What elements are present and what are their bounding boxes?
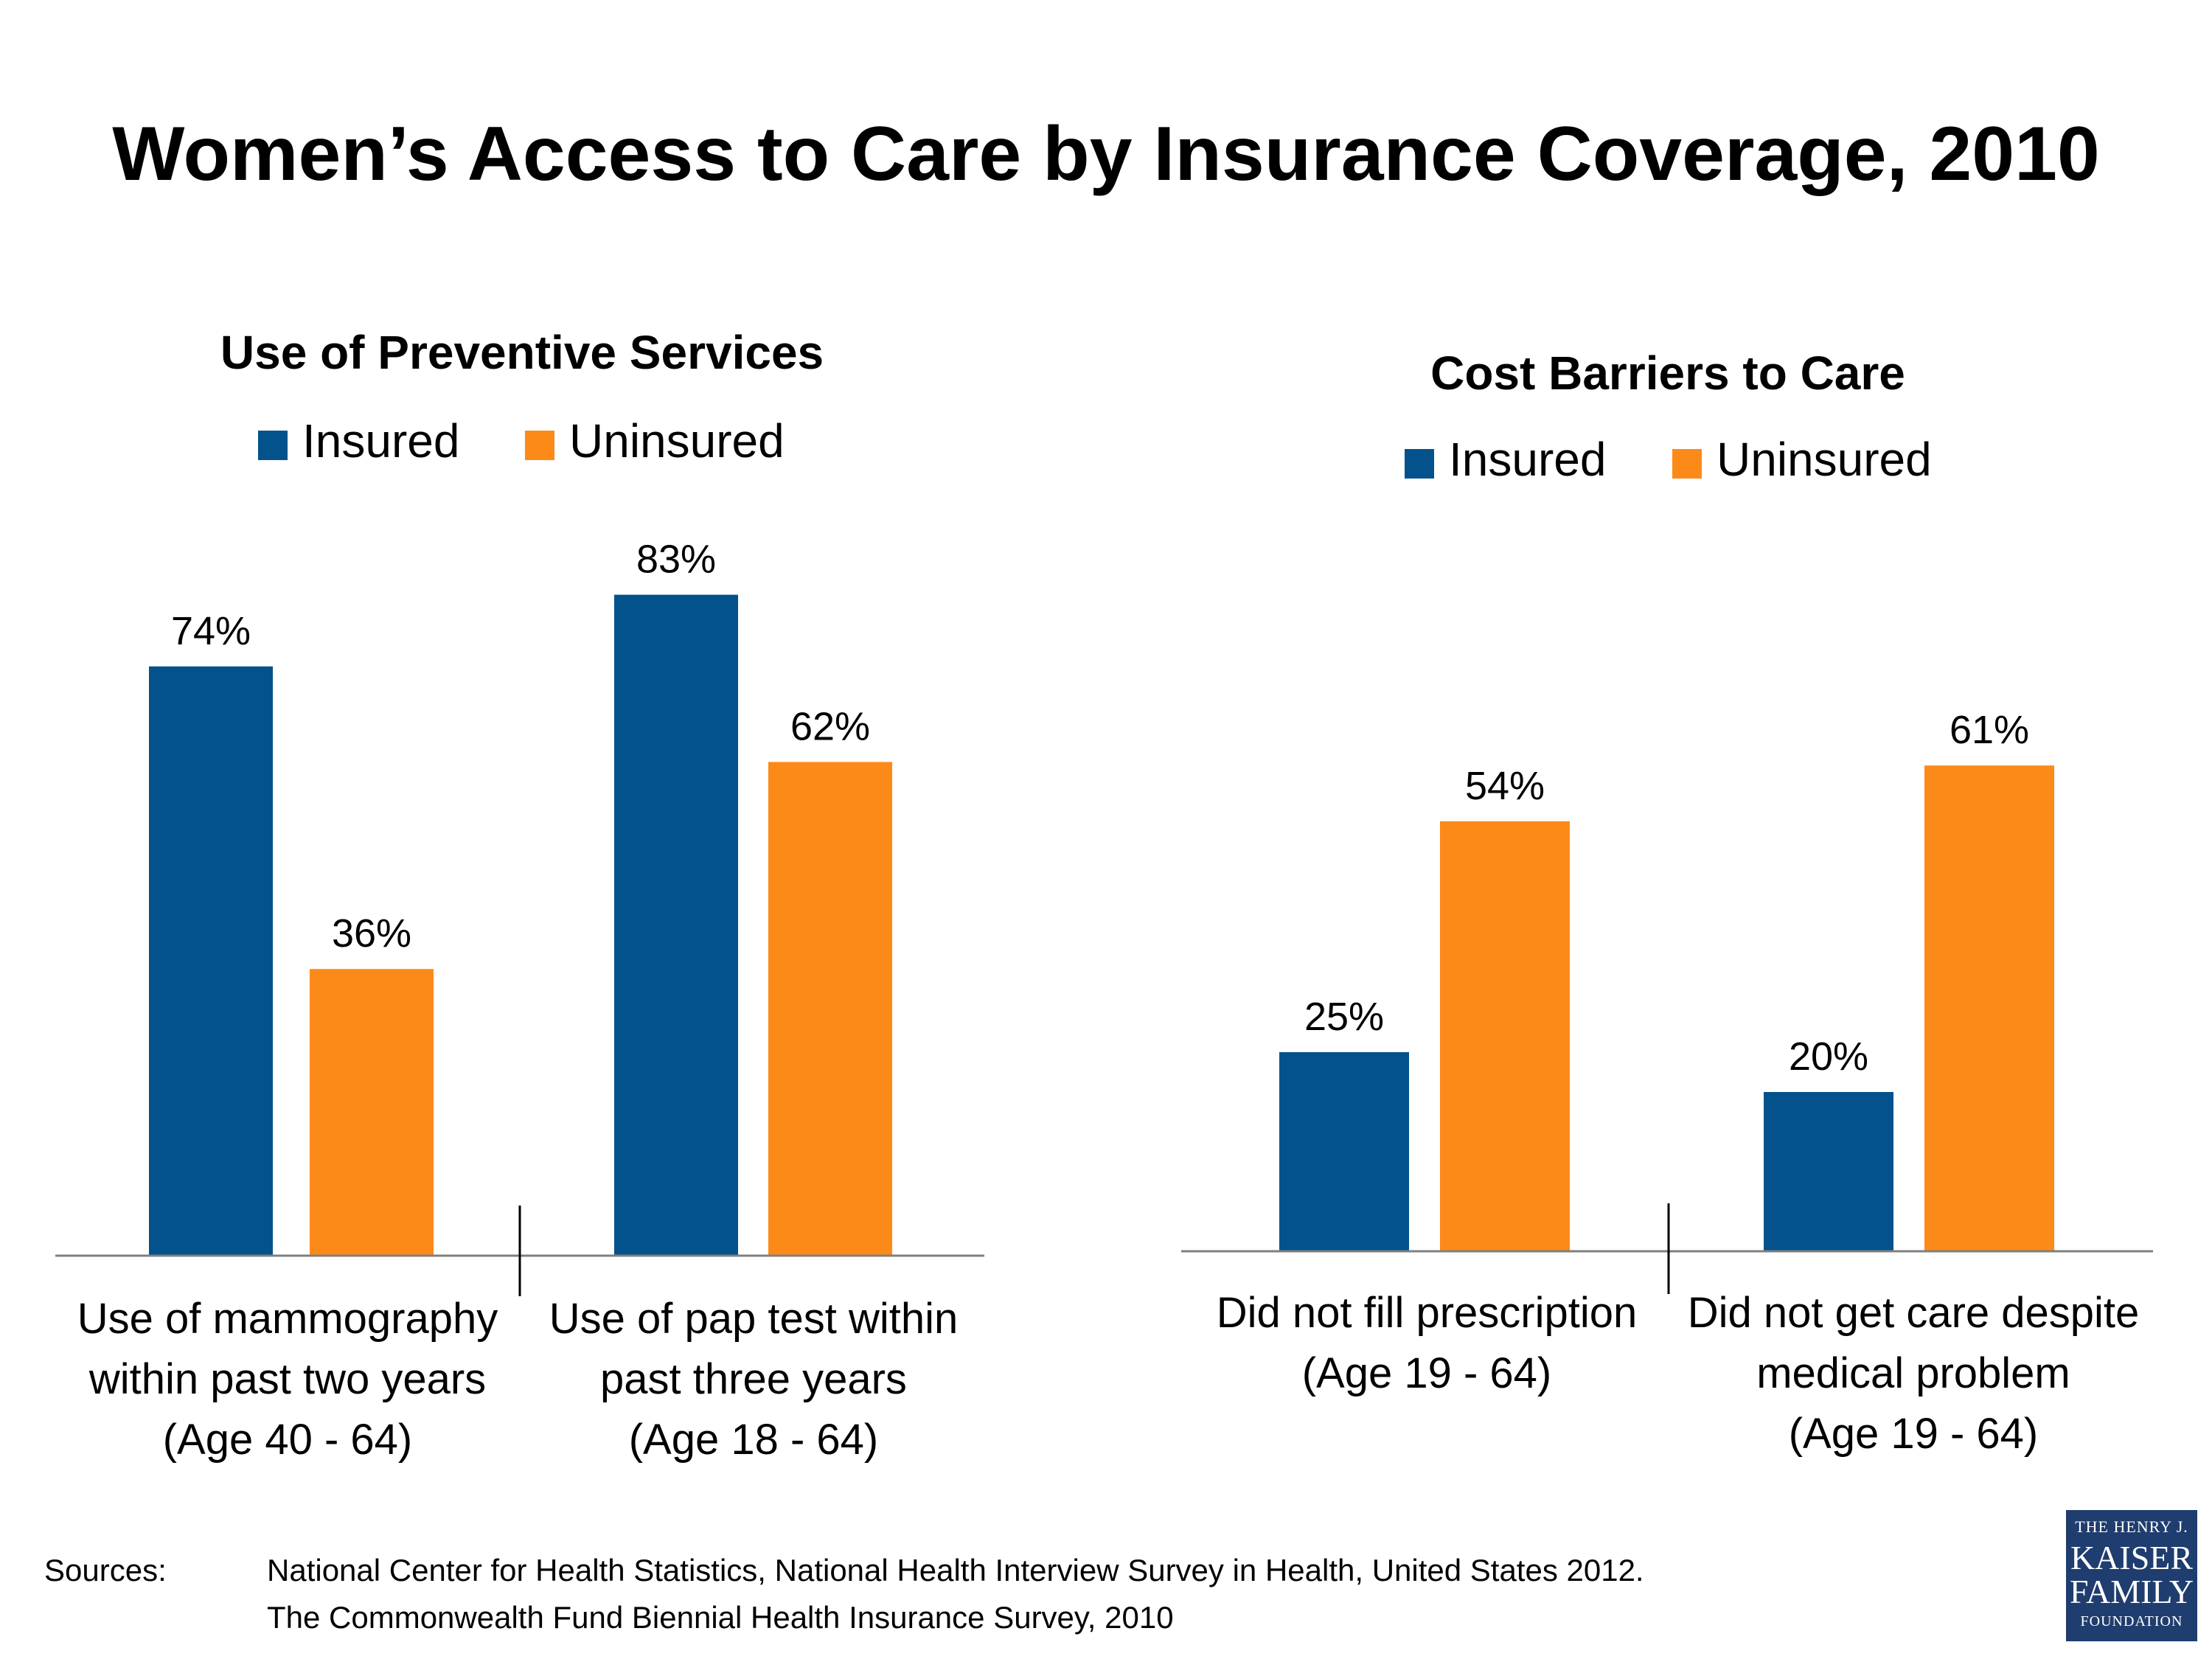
data-label: 83%	[636, 538, 716, 582]
chart-title: Use of Preventive Services	[220, 326, 824, 379]
chart-title: Cost Barriers to Care	[1430, 347, 1905, 400]
bar-insured	[1279, 1052, 1409, 1251]
bar-insured	[614, 594, 738, 1256]
logo-line: FOUNDATION	[2080, 1613, 2183, 1630]
category-label: (Age 19 - 64)	[1302, 1349, 1552, 1397]
legend-swatch-insured	[258, 431, 288, 460]
category-label: past three years	[600, 1355, 907, 1403]
data-label: 25%	[1304, 995, 1384, 1039]
bar-insured	[149, 666, 273, 1256]
bar-insured	[1764, 1092, 1893, 1251]
data-label: 36%	[332, 911, 411, 956]
bar-uninsured	[1924, 765, 2054, 1251]
bar-uninsured	[768, 762, 892, 1256]
logo-line: FAMILY	[2069, 1573, 2194, 1610]
logo-line: KAISER	[2070, 1539, 2194, 1576]
category-label: Did not fill prescription	[1217, 1289, 1638, 1337]
data-label: 20%	[1789, 1034, 1868, 1079]
data-label: 62%	[790, 704, 870, 748]
data-label: 54%	[1465, 764, 1545, 808]
bar-uninsured	[310, 969, 434, 1256]
category-label: Did not get care despite	[1688, 1289, 2140, 1337]
data-label: 61%	[1950, 708, 2029, 752]
category-label: Use of pap test within	[549, 1295, 959, 1343]
legend-label-uninsured: Uninsured	[569, 414, 785, 467]
sources-lines: National Center for Health Statistics, N…	[267, 1547, 1644, 1641]
legend-swatch-uninsured	[1672, 449, 1702, 479]
page-title: Women’s Access to Care by Insurance Cove…	[112, 111, 2100, 197]
category-label: (Age 19 - 64)	[1789, 1410, 2039, 1458]
category-label: (Age 40 - 64)	[163, 1416, 413, 1464]
source-line: National Center for Health Statistics, N…	[267, 1553, 1644, 1587]
category-label: medical problem	[1756, 1349, 2070, 1397]
category-label: within past two years	[88, 1355, 486, 1403]
category-label: Use of mammography	[77, 1295, 498, 1343]
legend-label-insured: Insured	[302, 414, 459, 467]
source-line: The Commonwealth Fund Biennial Health In…	[267, 1600, 1174, 1635]
legend-label-insured: Insured	[1449, 433, 1606, 486]
category-label: (Age 18 - 64)	[629, 1416, 879, 1464]
kaiser-family-foundation-logo: THE HENRY J. KAISER FAMILY FOUNDATION	[2066, 1510, 2197, 1641]
legend-swatch-insured	[1405, 449, 1434, 479]
legend-swatch-uninsured	[525, 431, 554, 460]
bar-uninsured	[1440, 821, 1570, 1251]
logo-line: THE HENRY J.	[2075, 1517, 2188, 1536]
legend-label-uninsured: Uninsured	[1717, 433, 1932, 486]
data-label: 74%	[171, 609, 251, 653]
sources-label: Sources:	[44, 1553, 167, 1587]
